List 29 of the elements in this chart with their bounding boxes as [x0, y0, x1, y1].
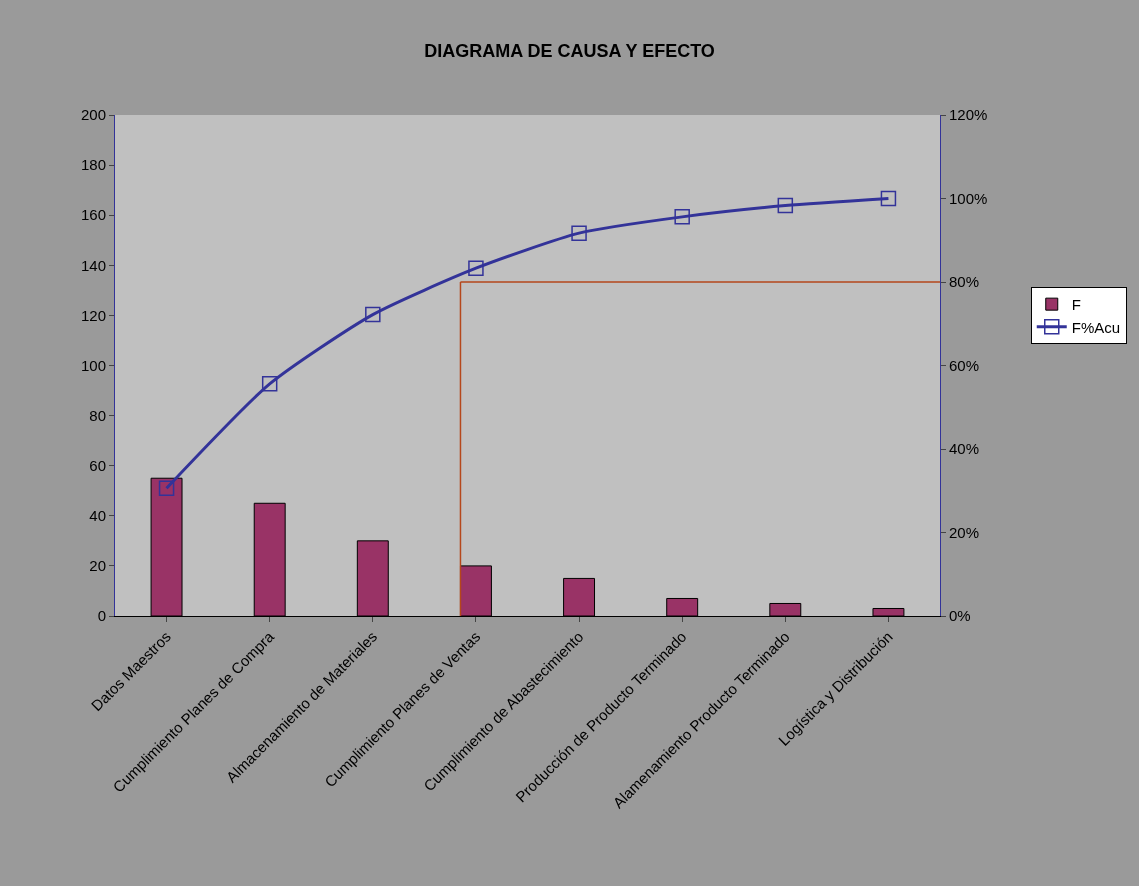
- y-tick-label: 180: [80, 156, 106, 174]
- point: [880, 190, 897, 207]
- legend-label: F: [1071, 296, 1081, 313]
- point: [571, 225, 587, 241]
- y-tick-label: 80: [89, 406, 106, 424]
- y-tick-label: 0: [97, 607, 106, 625]
- point: [777, 197, 794, 214]
- y-tick-label: 200: [80, 106, 106, 124]
- legend-label: F%Acu: [1071, 318, 1121, 336]
- y-tick-label: 160: [80, 206, 106, 224]
- y-tick-label: 40: [89, 507, 106, 525]
- point: [261, 376, 278, 392]
- y-tick-label: 100: [80, 356, 106, 374]
- y2-tick-label: 20%: [949, 523, 980, 541]
- y2-tick-label: 100%: [949, 189, 988, 207]
- y-tick-label: 120: [80, 306, 106, 324]
- point: [158, 480, 175, 496]
- chart-title: DIAGRAMA DE CAUSA Y EFECTO: [424, 40, 715, 61]
- y2-tick-label: 60%: [949, 356, 980, 374]
- point: [365, 306, 381, 323]
- y2-tick-label: 0%: [949, 607, 971, 625]
- y2-tick-label: 120%: [949, 106, 988, 124]
- y-tick-label: 20: [89, 557, 106, 575]
- y-tick-label: 60: [89, 456, 106, 474]
- point: [674, 209, 690, 225]
- y-tick-label: 140: [80, 256, 106, 274]
- y2-tick-label: 40%: [949, 440, 980, 458]
- point: [468, 260, 484, 276]
- y2-tick-label: 80%: [949, 273, 980, 291]
